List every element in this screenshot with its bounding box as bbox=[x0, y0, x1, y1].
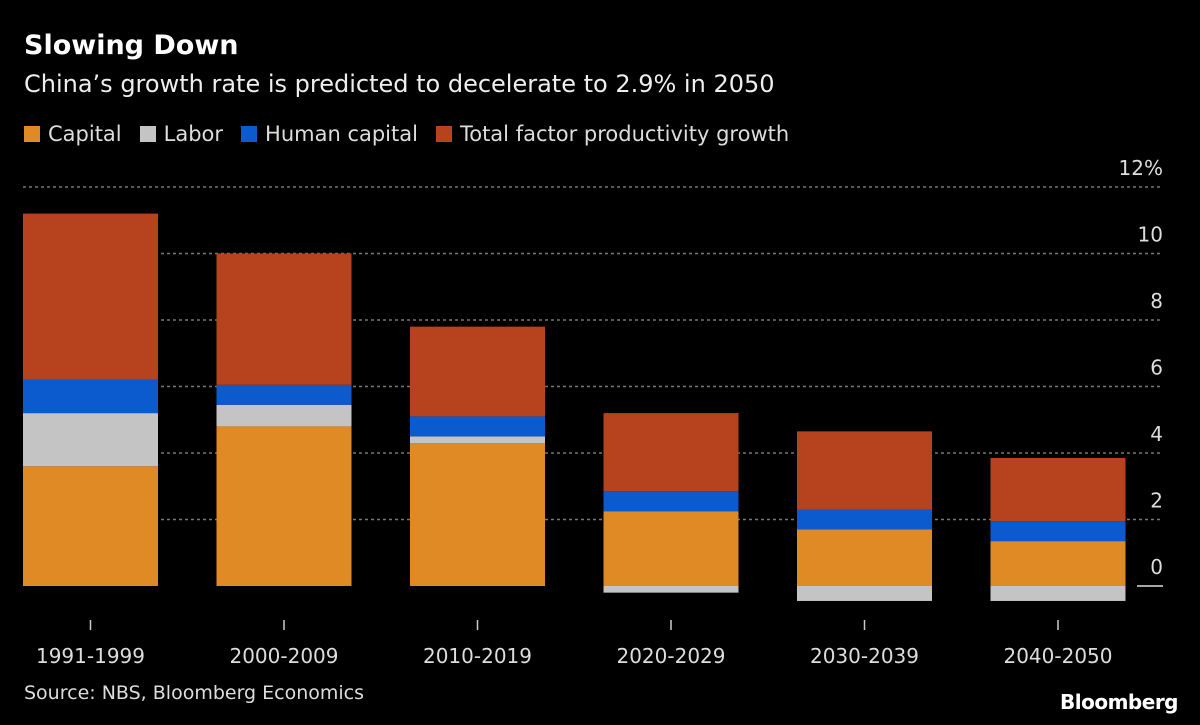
legend-label: Labor bbox=[163, 122, 224, 146]
legend-swatch bbox=[435, 126, 452, 142]
x-tick-label: 1991-1999 bbox=[36, 644, 145, 668]
legend-swatch bbox=[241, 126, 258, 142]
y-tick-label: 12% bbox=[1119, 156, 1163, 180]
x-tick-label: 2020-2029 bbox=[616, 644, 725, 668]
bar-segment-labor bbox=[216, 404, 352, 427]
legend-label: Total factor productivity growth bbox=[459, 122, 790, 146]
bar-segment-human-capital bbox=[797, 509, 932, 530]
bloomberg-logo: Bloomberg bbox=[1060, 690, 1178, 714]
legend-item: Capital bbox=[24, 122, 122, 146]
y-tick-label: 8 bbox=[1150, 289, 1163, 313]
bar-segment-capital bbox=[216, 426, 352, 586]
bar-segment-total-factor-productivity-growth bbox=[797, 431, 932, 510]
legend-item: Human capital bbox=[241, 122, 418, 146]
bar-segment-labor bbox=[603, 586, 739, 593]
legend-swatch bbox=[139, 126, 156, 142]
bar-segment-labor bbox=[410, 436, 545, 444]
legend-item: Labor bbox=[139, 122, 224, 146]
bar-segment-capital bbox=[990, 541, 1126, 586]
bar-segment-human-capital bbox=[23, 379, 158, 414]
y-tick-label: 6 bbox=[1150, 356, 1163, 380]
bar-segment-labor bbox=[23, 413, 158, 467]
bar-segment-human-capital bbox=[216, 384, 352, 405]
y-tick-label: 10 bbox=[1138, 223, 1163, 247]
legend-swatch bbox=[24, 126, 40, 142]
x-tick-label: 2000-2009 bbox=[229, 644, 338, 668]
bar-segment-total-factor-productivity-growth bbox=[410, 326, 545, 417]
bar-segment-human-capital bbox=[603, 491, 739, 512]
x-tick-label: 2030-2039 bbox=[810, 644, 919, 668]
y-tick-label: 2 bbox=[1150, 489, 1163, 513]
bar-segment-labor bbox=[797, 586, 932, 601]
x-tick-label: 2010-2019 bbox=[423, 644, 532, 668]
legend-label: Human capital bbox=[265, 122, 418, 146]
bar-segment-capital bbox=[797, 529, 932, 586]
y-tick-label: 0 bbox=[1150, 555, 1163, 579]
bar-segment-capital bbox=[23, 466, 158, 586]
legend: Capital Labor Human capital Total factor pr… bbox=[24, 122, 789, 146]
y-tick-label: 4 bbox=[1150, 422, 1163, 446]
bar-segment-human-capital bbox=[990, 521, 1126, 542]
bar-segment-total-factor-productivity-growth bbox=[603, 413, 739, 492]
bar-segment-human-capital bbox=[410, 416, 545, 437]
bar-segment-capital bbox=[603, 511, 739, 586]
bar-segment-total-factor-productivity-growth bbox=[216, 253, 352, 385]
bar-segment-labor bbox=[990, 586, 1126, 601]
bar-segment-total-factor-productivity-growth bbox=[23, 213, 158, 380]
source-note: Source: NBS, Bloomberg Economics bbox=[24, 682, 365, 704]
x-tick-label: 2040-2050 bbox=[1003, 644, 1112, 668]
chart-title: Slowing Down bbox=[24, 30, 239, 61]
chart-subtitle: China’s growth rate is predicted to dece… bbox=[24, 70, 775, 98]
legend-item: Total factor productivity growth bbox=[435, 122, 790, 146]
bar-segment-capital bbox=[410, 443, 545, 586]
bar-segment-total-factor-productivity-growth bbox=[990, 457, 1126, 522]
legend-label: Capital bbox=[48, 122, 122, 146]
